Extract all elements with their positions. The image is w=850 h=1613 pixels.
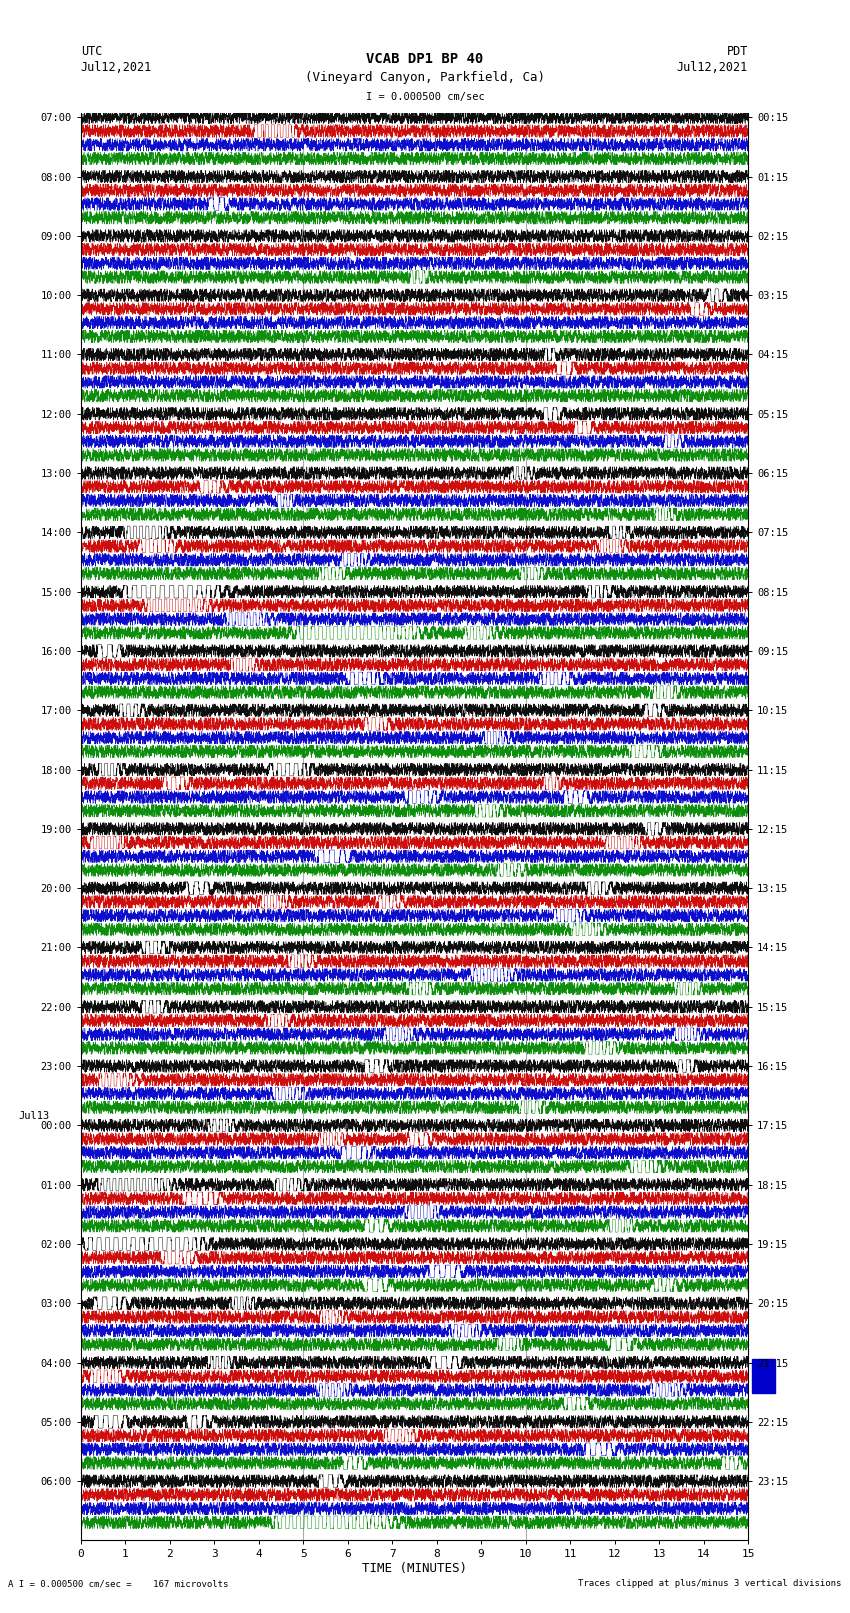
Text: Jul12,2021: Jul12,2021	[81, 61, 152, 74]
X-axis label: TIME (MINUTES): TIME (MINUTES)	[362, 1563, 467, 1576]
Text: I = 0.000500 cm/sec: I = 0.000500 cm/sec	[366, 92, 484, 102]
Text: Jul12,2021: Jul12,2021	[677, 61, 748, 74]
Text: Jul13: Jul13	[19, 1111, 49, 1121]
Text: A I = 0.000500 cm/sec =    167 microvolts: A I = 0.000500 cm/sec = 167 microvolts	[8, 1579, 229, 1589]
Text: Traces clipped at plus/minus 3 vertical divisions: Traces clipped at plus/minus 3 vertical …	[578, 1579, 842, 1589]
Text: PDT: PDT	[727, 45, 748, 58]
Text: UTC: UTC	[81, 45, 102, 58]
Text: (Vineyard Canyon, Parkfield, Ca): (Vineyard Canyon, Parkfield, Ca)	[305, 71, 545, 84]
Bar	[752, 1360, 774, 1394]
Text: VCAB DP1 BP 40: VCAB DP1 BP 40	[366, 52, 484, 66]
